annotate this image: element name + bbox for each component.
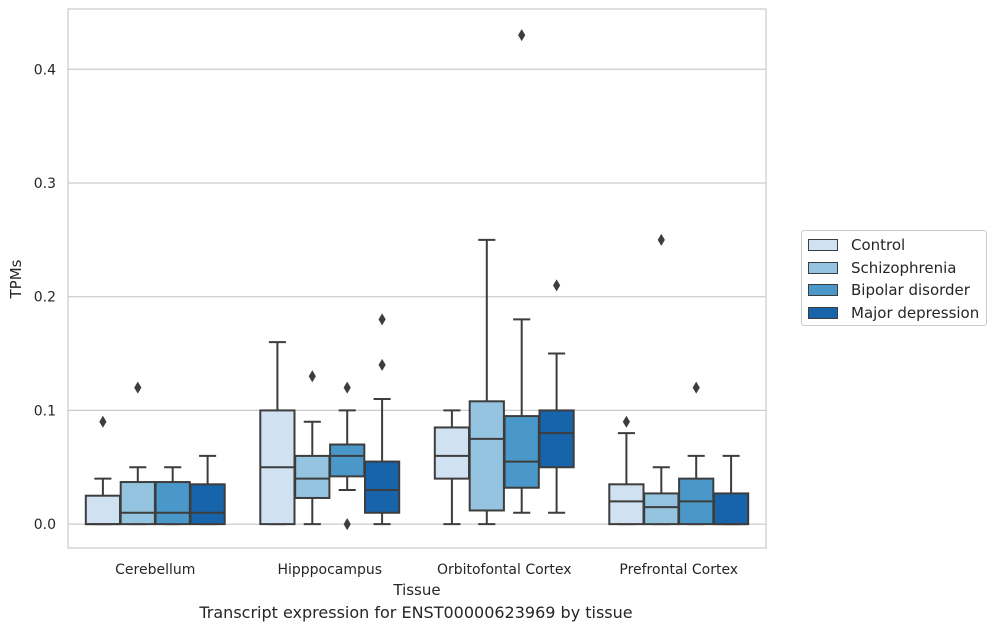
box-control (433, 409, 471, 526)
box-body (189, 483, 226, 526)
y-tick-label: 0.2 (34, 290, 56, 306)
box-control (608, 415, 645, 526)
box-body (608, 483, 645, 526)
y-tick-label: 0.3 (34, 176, 56, 192)
legend-item: Control (808, 235, 905, 255)
legend-item: Schizophrenia (808, 258, 956, 278)
box-major-depression (363, 313, 401, 526)
box-body (154, 481, 191, 526)
box-control (84, 415, 122, 526)
legend-label: Bipolar disorder (851, 281, 970, 299)
legend-swatch (808, 261, 838, 274)
box-schizophrenia (119, 381, 156, 526)
outlier-marker (378, 358, 386, 371)
outlier-marker (622, 415, 630, 428)
x-tick-label: Hipppocampus (277, 562, 382, 578)
box-body (538, 409, 575, 469)
x-tick-label: Cerebellum (115, 562, 195, 578)
legend-label: Control (851, 236, 906, 254)
legend: Control Schizophrenia Bipolar disorder Majo… (801, 230, 987, 326)
y-axis-label: TPMs (7, 259, 25, 299)
x-tick-label: Prefrontal Cortex (619, 562, 738, 578)
y-tick-label: 0.4 (34, 62, 56, 78)
legend-item: Bipolar disorder (808, 280, 970, 300)
legend-swatch (808, 284, 838, 296)
legend-swatch (808, 239, 838, 251)
outlier-marker (378, 313, 386, 326)
box-plots (84, 29, 750, 531)
box-body (363, 460, 401, 514)
box-schizophrenia (468, 238, 505, 526)
legend-label: Schizophrenia (851, 258, 957, 277)
box-schizophrenia (643, 233, 680, 526)
outlier-marker (518, 29, 526, 42)
box-major-depression (712, 454, 750, 526)
outlier-marker (553, 279, 561, 292)
outlier-marker (692, 381, 700, 394)
plot-area (67, 8, 767, 549)
box-major-depression (538, 279, 575, 514)
outlier-marker (657, 233, 665, 246)
outlier-marker (134, 381, 142, 394)
box-bipolar-disorder (678, 381, 715, 526)
y-ticks: 0.0 0.1 0.2 0.3 0.4 (34, 62, 56, 533)
box-body (84, 494, 122, 526)
x-tick-label: Orbitofontal Cortex (437, 562, 572, 578)
y-tick-label: 0.0 (34, 517, 56, 533)
legend-item: Major depression (808, 303, 979, 323)
x-ticks: Cerebellum Hipppocampus Orbitofontal Corte… (115, 562, 738, 578)
legend-label: Major depression (851, 303, 980, 322)
legend-swatch (808, 306, 838, 319)
box-major-depression (189, 454, 226, 526)
box-body (643, 492, 680, 526)
box-body (468, 400, 505, 512)
box-body (712, 492, 750, 526)
box-body (329, 443, 366, 478)
y-tick-label: 0.1 (34, 403, 56, 419)
box-bipolar-disorder (329, 381, 366, 531)
box-body (503, 415, 540, 489)
outlier-marker (308, 370, 316, 383)
chart-caption: Transcript expression for ENST0000062396… (199, 603, 633, 622)
outlier-marker (343, 381, 351, 394)
box-control (259, 341, 296, 526)
box-body (119, 481, 156, 526)
outlier-marker (99, 415, 107, 428)
box-body (294, 454, 331, 499)
outlier-marker (343, 518, 351, 531)
x-axis-label: Tissue (392, 581, 440, 599)
box-body (433, 426, 471, 480)
